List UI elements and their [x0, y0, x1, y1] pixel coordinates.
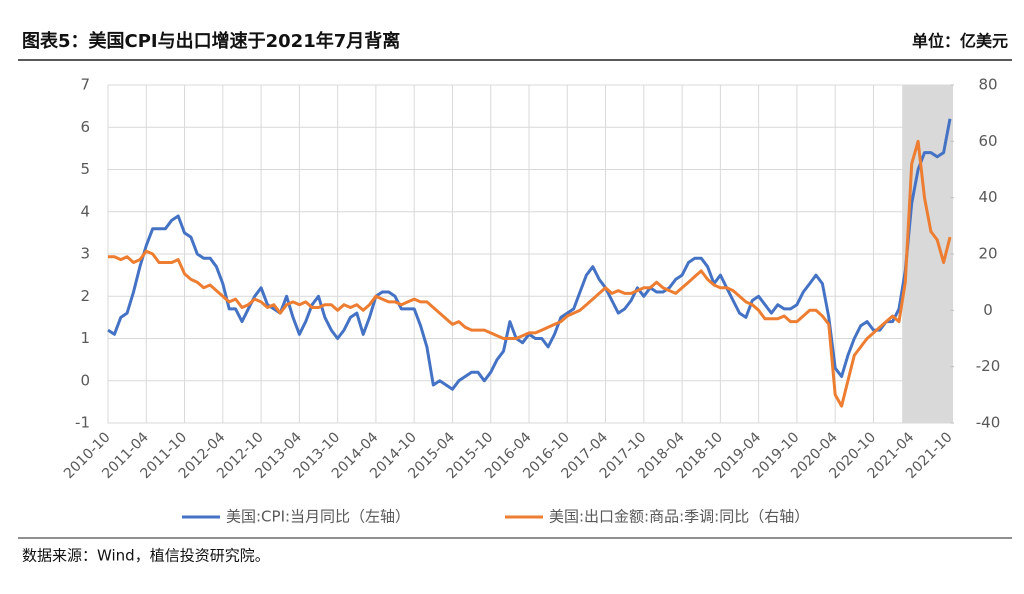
- unit-label: 单位：亿美元: [912, 32, 1008, 51]
- y-tick-label: 5: [80, 160, 90, 178]
- y2-tick-label: 40: [978, 188, 997, 206]
- y-tick-label: 3: [80, 245, 90, 263]
- y2-tick-label: 0: [983, 301, 993, 319]
- y2-tick-label: 20: [978, 245, 997, 263]
- plot-frame: [107, 84, 951, 424]
- y-tick-label: 2: [80, 287, 90, 305]
- y-tick-label: -1: [75, 414, 90, 432]
- y2-tick-label: 80: [978, 76, 997, 94]
- legend-label: 美国:CPI:当月同比（左轴）: [226, 508, 410, 526]
- y-tick-label: 4: [80, 202, 90, 220]
- series-line: [108, 139, 952, 408]
- source-note: 数据来源：Wind，植信投资研究院。: [22, 547, 270, 565]
- y2-tick-label: 60: [978, 132, 997, 150]
- y-tick-label: 7: [80, 76, 90, 94]
- y-tick-label: 0: [80, 371, 90, 389]
- y-tick-label: 6: [80, 118, 90, 136]
- y2-tick-label: -20: [976, 357, 1001, 375]
- legend-label: 美国:出口金额:商品:季调:同比（右轴）: [549, 508, 809, 526]
- chart-title: 图表5：美国CPI与出口增速于2021年7月背离: [22, 30, 400, 52]
- y2-tick-label: -40: [976, 414, 1001, 432]
- y-tick-label: 1: [80, 329, 90, 347]
